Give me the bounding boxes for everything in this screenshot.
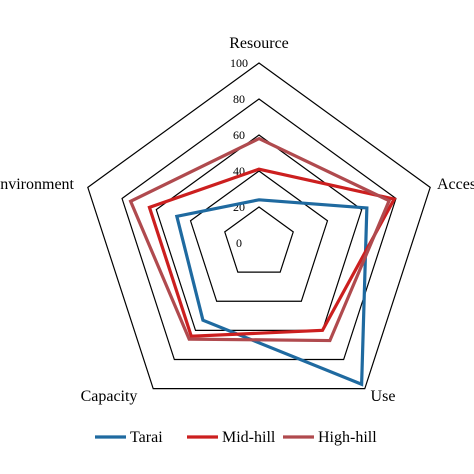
legend-label-tarai: Tarai xyxy=(130,429,163,446)
series-tarai xyxy=(174,198,369,387)
tick-label-100: 100 xyxy=(230,56,248,70)
tick-label-80: 80 xyxy=(233,92,245,106)
grid xyxy=(87,62,431,390)
axis-label-resource: Resource xyxy=(229,35,289,52)
legend-label-high-hill: High-hill xyxy=(318,429,377,446)
axis-label-use: Use xyxy=(371,388,396,405)
tick-label-60: 60 xyxy=(233,128,245,142)
grid-ring-40 xyxy=(189,170,329,302)
series-high-hill xyxy=(128,136,392,343)
grid-ring-60 xyxy=(155,134,363,331)
axis-label-capacity: Capacity xyxy=(81,388,138,405)
tick-label-0: 0 xyxy=(236,236,242,250)
grid-ring-100 xyxy=(87,62,431,390)
axis-label-environment: Environment xyxy=(0,176,75,193)
legend-label-mid-hill: Mid-hill xyxy=(222,429,276,446)
grid-ring-80 xyxy=(121,98,397,361)
axis-labels: Resource Access Use Capacity Environment xyxy=(0,35,474,405)
grid-ring-20 xyxy=(224,206,294,273)
series-lines xyxy=(128,136,397,387)
axis-label-access: Access xyxy=(437,176,474,193)
legend: Tarai Mid-hill High-hill xyxy=(95,429,377,446)
